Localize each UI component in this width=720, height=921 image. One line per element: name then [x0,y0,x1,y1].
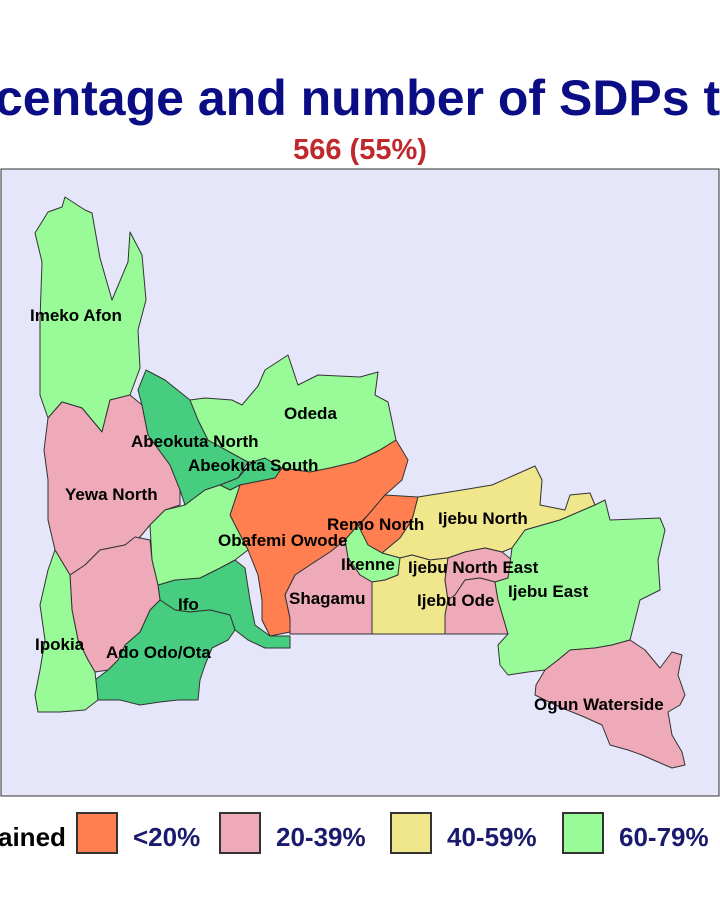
legend-swatch-lt20 [76,812,118,854]
label-remo-north: Remo North [327,515,424,534]
region-ipokia[interactable] [34,549,99,713]
label-ijebu-east: Ijebu East [508,582,589,601]
label-ogun-waterside: Ogun Waterside [534,695,664,714]
legend-label-60-79: 60-79% [619,822,709,852]
label-obafemi-owode: Obafemi Owode [218,531,347,550]
legend-label-40-59: 40-59% [447,822,537,852]
label-abeokuta-north: Abeokuta North [131,432,259,451]
region-ogun-waterside[interactable] [534,639,686,769]
label-imeko-afon: Imeko Afon [30,306,122,325]
label-ikenne: Ikenne [341,555,395,574]
region-yewa-north[interactable] [43,394,181,576]
legend-label-lt20: <20% [133,822,201,852]
label-shagamu: Shagamu [289,589,366,608]
label-yewa-north: Yewa North [65,485,158,504]
label-ado-odo-ota: Ado Odo/Ota [106,643,211,662]
label-odeda: Odeda [284,404,337,423]
legend-label-20-39: 20-39% [276,822,366,852]
legend-title-partial: ained [0,822,66,852]
legend-swatch-40-59 [390,812,432,854]
chart-title: centage and number of SDPs tra [0,70,720,126]
region-central-west[interactable] [149,484,249,586]
label-ijebu-ode: Ijebu Ode [417,591,494,610]
chart-subtitle: 566 (55%) [293,134,427,166]
legend: ained <20% 20-39% 40-59% 60-79% [0,808,720,868]
legend-swatch-20-39 [219,812,261,854]
choropleth-map: Imeko Afon Abeokuta North Odeda Abeokuta… [0,168,720,797]
label-abeokuta-south: Abeokuta South [188,456,318,475]
label-ijebu-north-east: Ijebu North East [408,558,539,577]
region-labels: Imeko Afon Abeokuta North Odeda Abeokuta… [30,306,664,714]
label-ifo: Ifo [178,595,199,614]
map-panel: Imeko Afon Abeokuta North Odeda Abeokuta… [0,168,720,798]
legend-swatch-60-79 [562,812,604,854]
label-ipokia: Ipokia [35,635,85,654]
region-odeda[interactable] [189,354,397,473]
label-ijebu-north: Ijebu North [438,509,528,528]
